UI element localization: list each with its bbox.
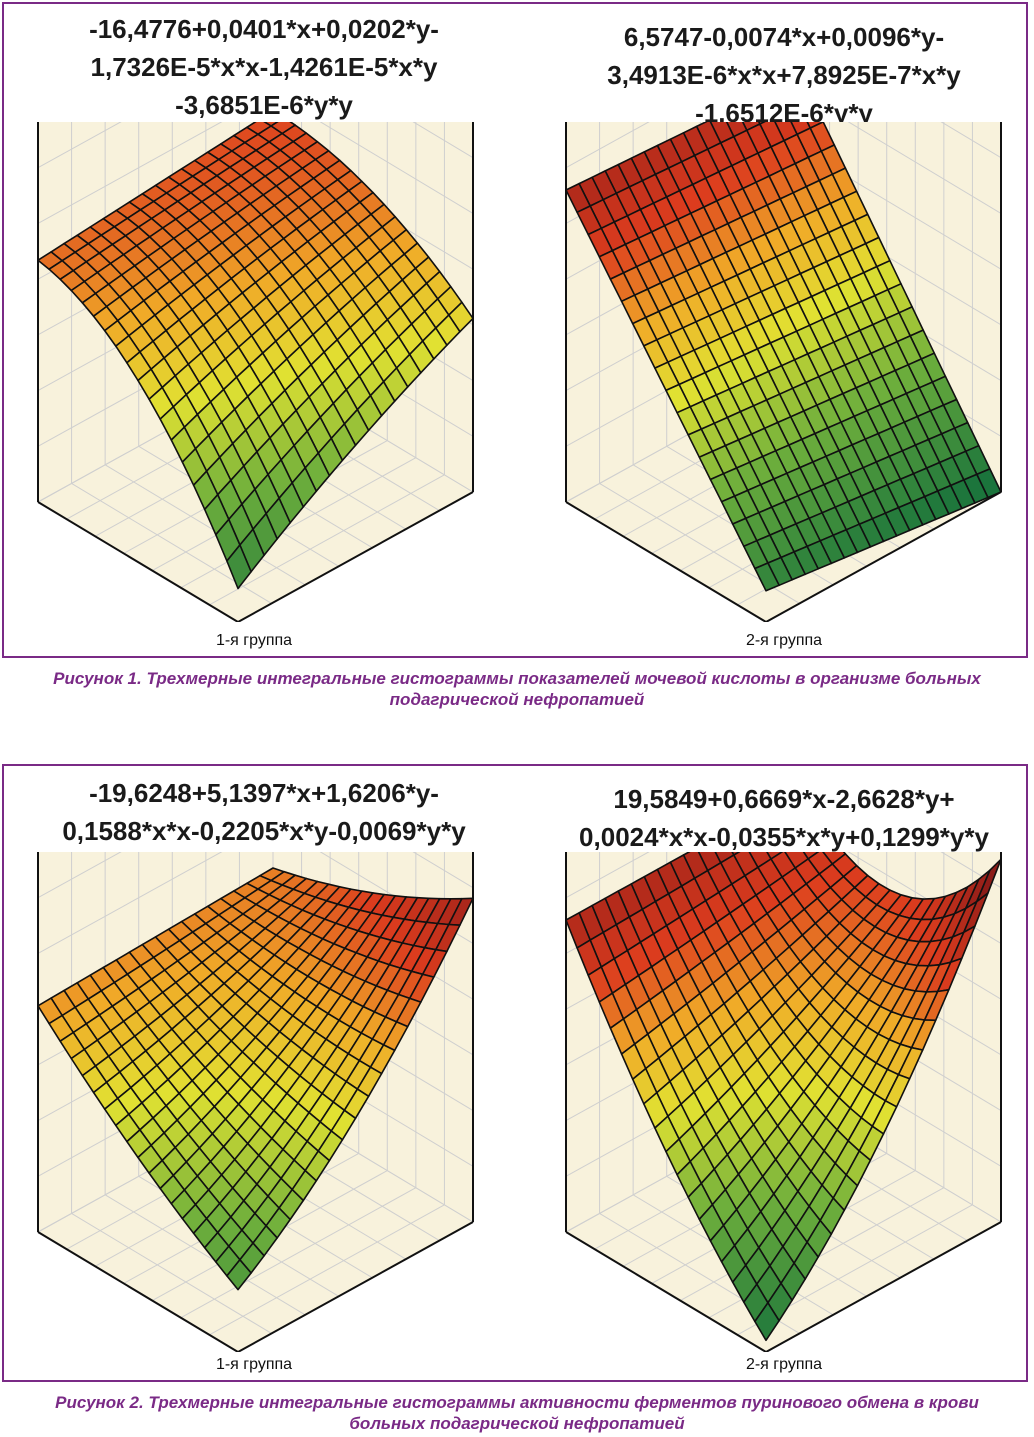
surface-cell — [754, 1301, 780, 1342]
plot-3-surface-chart — [37, 852, 474, 1352]
plot-1-group-label: 1-я группа — [215, 632, 293, 649]
caption-line: Рисунок 2. Трехмерные интегральные гисто… — [55, 1393, 979, 1412]
grid-line — [847, 122, 1002, 214]
surface-cell — [263, 122, 279, 127]
grid-line — [180, 1187, 417, 1319]
formula-line: -3,6851E-6*y*y — [175, 90, 353, 120]
plot-2-formula: 6,5747-0,0074*x+0,0096*y- 3,4913E-6*x*x+… — [564, 18, 1004, 132]
grid-line — [940, 852, 1002, 889]
axes — [565, 852, 1002, 1352]
plot-1-formula: -16,4776+0,0401*x+0,0202*y- 1,7326E-5*x*… — [44, 10, 484, 124]
grid-line — [37, 122, 122, 169]
caption-line: подагрической нефропатией — [389, 690, 645, 709]
grid-line — [209, 1204, 445, 1336]
plot-4-surface-chart — [565, 852, 1002, 1352]
grid-line — [565, 122, 650, 169]
caption-line: Рисунок 1. Трехмерные интегральные гисто… — [53, 669, 981, 688]
plot-3-group-label: 1-я группа — [215, 1356, 293, 1373]
axes — [37, 852, 474, 1352]
grid-line — [180, 457, 417, 589]
grid-line — [940, 122, 1002, 159]
plot-4-group-label: 2-я группа — [745, 1356, 823, 1373]
figure-2-caption: Рисунок 2. Трехмерные интегральные гисто… — [0, 1392, 1034, 1434]
formula-line: -19,6248+5,1397*x+1,6206*y- — [89, 778, 439, 808]
formula-line: 19,5849+0,6669*x-2,6628*y+ — [613, 784, 955, 814]
formula-line: 3,4913E-6*x*x+7,8925E-7*x*y — [607, 60, 961, 90]
x-axis — [37, 1231, 239, 1352]
plot-4-formula: 19,5849+0,6669*x-2,6628*y+ 0,0024*x*x-0,… — [564, 780, 1004, 856]
formula-line: 0,0024*x*x-0,0355*x*y+0,1299*y*y — [579, 822, 989, 852]
y-axis — [237, 1221, 474, 1352]
figure-1-frame: -16,4776+0,0401*x+0,0202*y- 1,7326E-5*x*… — [2, 2, 1028, 658]
x-axis — [565, 1231, 767, 1352]
figure-1-caption: Рисунок 1. Трехмерные интегральные гисто… — [0, 668, 1034, 710]
grid-line — [104, 1194, 306, 1316]
y-axis — [765, 1221, 1002, 1352]
formula-line: 6,5747-0,0074*x+0,0096*y- — [623, 22, 945, 52]
surface-mesh — [37, 122, 474, 590]
caption-line: больных подагрической нефропатией — [349, 1414, 685, 1433]
y-axis — [765, 491, 1002, 622]
grid-line — [319, 122, 474, 214]
axes — [565, 122, 1002, 622]
grid-line — [104, 464, 306, 586]
figure-2-frame: -19,6248+5,1397*x+1,6206*y- 0,1588*x*x-0… — [2, 764, 1028, 1382]
grid-line — [412, 122, 474, 159]
y-axis — [237, 491, 474, 622]
surface-cell — [226, 1258, 252, 1291]
grid-line — [37, 852, 223, 954]
formula-line: -16,4776+0,0401*x+0,0202*y- — [89, 14, 439, 44]
plot-1-surface-chart — [37, 122, 474, 622]
grid-line — [565, 852, 650, 899]
formula-line: 1,7326E-5*x*x-1,4261E-5*x*y — [90, 52, 438, 82]
grid-line — [37, 122, 223, 224]
axes — [37, 122, 474, 622]
surface-mesh — [37, 867, 474, 1291]
surface-cell — [226, 544, 252, 590]
plot-2-group-label: 2-я группа — [745, 632, 823, 649]
surface-mesh — [565, 852, 1002, 1342]
plot-2-surface-chart — [565, 122, 1002, 622]
x-axis — [565, 501, 767, 622]
x-axis — [37, 501, 239, 622]
grid-line — [209, 474, 445, 606]
grid-line — [37, 852, 122, 899]
formula-line: 0,1588*x*x-0,2205*x*y-0,0069*y*y — [62, 816, 466, 846]
grid-line — [412, 852, 474, 889]
grid-line — [71, 1212, 272, 1334]
surface-mesh — [565, 122, 1002, 592]
plot-3-formula: -19,6248+5,1397*x+1,6206*y- 0,1588*x*x-0… — [44, 774, 484, 850]
surface-cell — [754, 562, 780, 592]
